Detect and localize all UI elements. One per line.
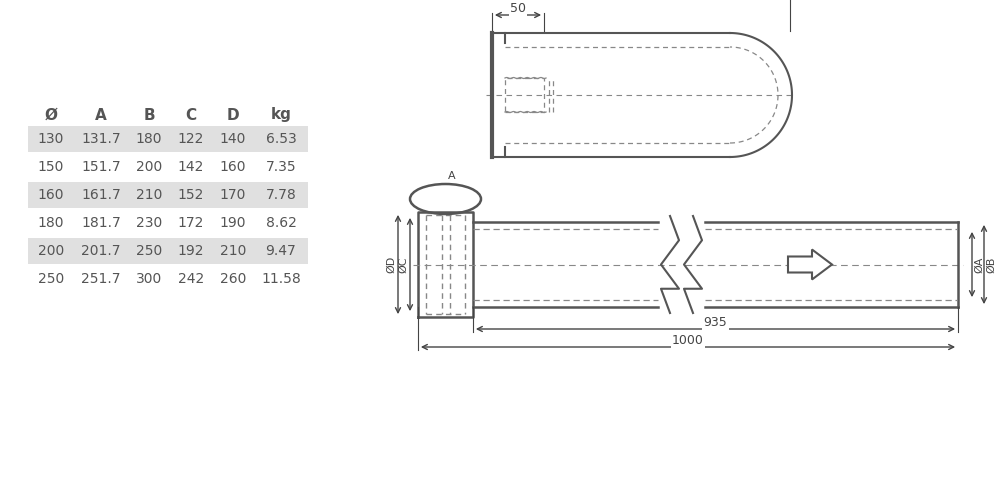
Text: kg: kg <box>271 108 291 122</box>
Text: 151.7: 151.7 <box>81 160 121 174</box>
Text: 160: 160 <box>38 188 64 202</box>
Text: 210: 210 <box>220 244 246 258</box>
Text: 200: 200 <box>38 244 64 258</box>
Text: 160: 160 <box>220 160 246 174</box>
Text: 250: 250 <box>136 244 162 258</box>
Text: 130: 130 <box>38 132 64 146</box>
Text: 935: 935 <box>704 316 727 328</box>
Text: 131.7: 131.7 <box>81 132 121 146</box>
Text: 170: 170 <box>220 188 246 202</box>
Text: 1000: 1000 <box>672 334 704 346</box>
Text: Ø: Ø <box>44 108 58 122</box>
Text: 260: 260 <box>220 272 246 286</box>
Text: 50: 50 <box>510 2 526 15</box>
Text: A: A <box>448 171 455 181</box>
Text: 230: 230 <box>136 216 162 230</box>
Text: 150: 150 <box>38 160 64 174</box>
Text: ØA: ØA <box>974 256 984 272</box>
Text: 7.35: 7.35 <box>266 160 296 174</box>
Text: 242: 242 <box>178 272 204 286</box>
Text: 180: 180 <box>38 216 64 230</box>
Text: 142: 142 <box>178 160 204 174</box>
Text: 250: 250 <box>38 272 64 286</box>
Text: 172: 172 <box>178 216 204 230</box>
Text: 300: 300 <box>136 272 162 286</box>
Text: 181.7: 181.7 <box>81 216 121 230</box>
Polygon shape <box>788 250 832 280</box>
Text: ØD: ØD <box>386 256 396 273</box>
Text: 200: 200 <box>136 160 162 174</box>
Text: 251.7: 251.7 <box>81 272 121 286</box>
Text: 192: 192 <box>178 244 204 258</box>
Text: 161.7: 161.7 <box>81 188 121 202</box>
Text: A: A <box>95 108 107 122</box>
Text: 180: 180 <box>136 132 162 146</box>
Text: 201.7: 201.7 <box>81 244 121 258</box>
Text: 9.47: 9.47 <box>266 244 296 258</box>
Text: 140: 140 <box>220 132 246 146</box>
Text: 11.58: 11.58 <box>261 272 301 286</box>
Text: 7.78: 7.78 <box>266 188 296 202</box>
Text: 210: 210 <box>136 188 162 202</box>
Text: C: C <box>185 108 197 122</box>
Text: ØC: ØC <box>398 256 408 273</box>
Text: 152: 152 <box>178 188 204 202</box>
Bar <box>28 238 308 264</box>
Bar <box>28 126 308 152</box>
Text: 6.53: 6.53 <box>266 132 296 146</box>
Text: 8.62: 8.62 <box>266 216 296 230</box>
Text: 190: 190 <box>220 216 246 230</box>
Text: 122: 122 <box>178 132 204 146</box>
Text: ØB: ØB <box>986 256 996 272</box>
Bar <box>28 182 308 208</box>
Text: B: B <box>143 108 155 122</box>
Text: D: D <box>227 108 239 122</box>
